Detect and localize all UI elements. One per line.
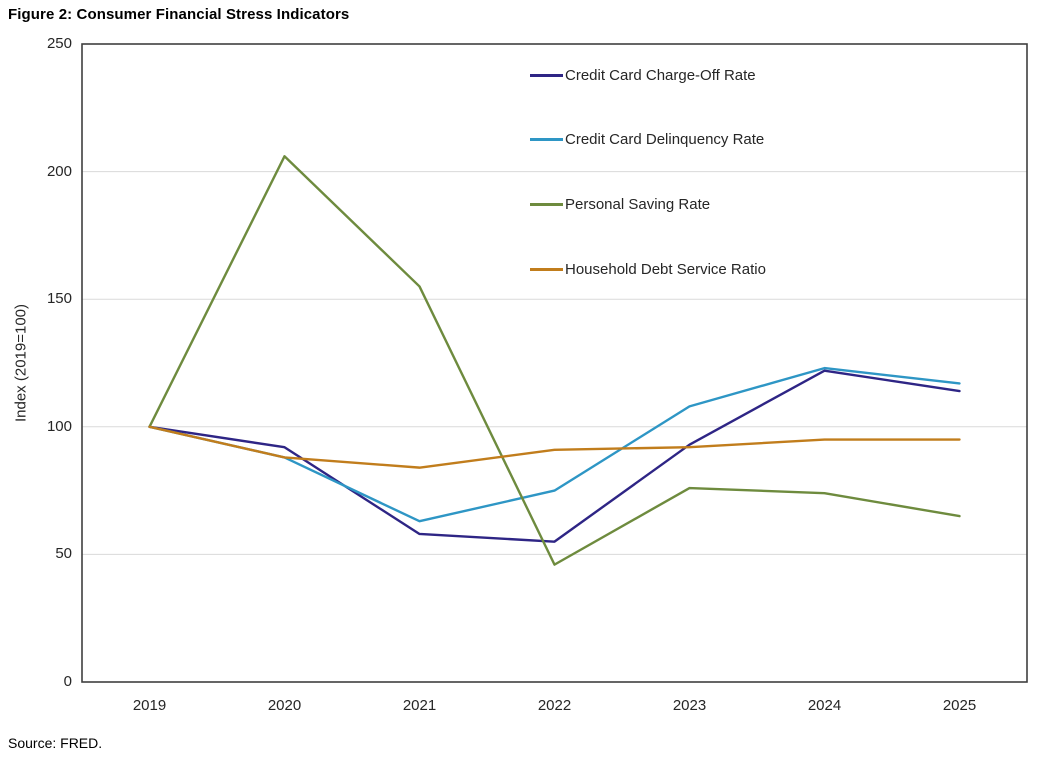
y-axis-title: Index (2019=100) [12,303,30,423]
legend-line-swatch-debt-service [530,268,563,271]
legend-line-swatch-delinquency [530,138,563,141]
chart-title: Figure 2: Consumer Financial Stress Indi… [8,6,350,23]
y-tick-label-250: 250 [46,35,72,52]
x-tick-label-2023: 2023 [672,697,707,714]
x-tick-label-2021: 2021 [402,697,437,714]
legend-item-saving: Personal Saving Rate [530,196,710,213]
x-tick-label-2024: 2024 [807,697,842,714]
y-tick-label-100: 100 [46,417,72,435]
source-note: Source: FRED. [8,735,103,751]
legend-item-charge-off: Credit Card Charge-Off Rate [530,67,756,84]
y-tick-label-200: 200 [46,162,72,180]
x-tick-label-2020: 2020 [267,697,302,714]
legend-label-charge-off: Credit Card Charge-Off Rate [565,67,756,84]
x-tick-label-2022: 2022 [537,697,572,714]
y-tick-label-0: 0 [63,673,72,690]
y-tick-label-50: 50 [55,545,72,563]
legend-item-delinquency: Credit Card Delinquency Rate [530,131,764,148]
legend-line-swatch-saving [530,203,563,206]
x-tick-label-2025: 2025 [942,697,977,714]
legend-label-saving: Personal Saving Rate [565,196,711,213]
legend-item-debt-service: Household Debt Service Ratio [530,261,766,278]
legend-line-swatch-charge-off [530,74,563,77]
legend-label-delinquency: Credit Card Delinquency Rate [565,131,765,148]
legend-label-debt-service: Household Debt Service Ratio [565,261,766,278]
x-tick-label-2019: 2019 [132,697,167,714]
y-tick-label-150: 150 [46,290,72,308]
